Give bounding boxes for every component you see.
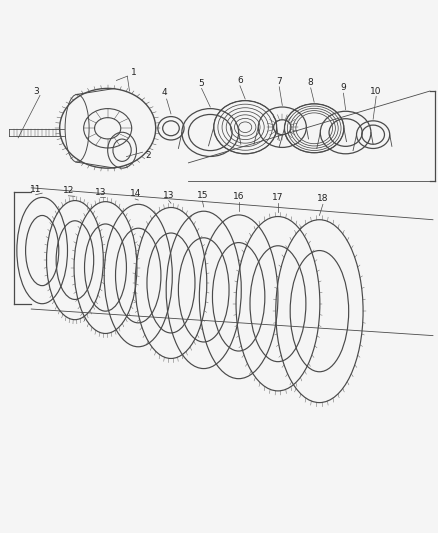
Text: 6: 6 xyxy=(237,76,243,85)
Text: 4: 4 xyxy=(162,88,167,97)
Text: 13: 13 xyxy=(163,191,174,200)
Text: 17: 17 xyxy=(272,193,284,203)
Text: 12: 12 xyxy=(63,186,74,195)
Text: 9: 9 xyxy=(341,83,346,92)
Text: 5: 5 xyxy=(199,78,205,87)
Text: 13: 13 xyxy=(95,188,106,197)
Text: 10: 10 xyxy=(371,86,382,95)
Text: 2: 2 xyxy=(145,151,151,160)
Text: 14: 14 xyxy=(130,189,141,198)
Text: 1: 1 xyxy=(131,68,137,77)
Text: 18: 18 xyxy=(317,195,328,204)
Text: 16: 16 xyxy=(233,192,244,201)
Text: 8: 8 xyxy=(308,78,314,87)
Text: 3: 3 xyxy=(34,86,39,95)
Text: 11: 11 xyxy=(30,185,41,194)
Text: 7: 7 xyxy=(276,77,282,86)
Text: 15: 15 xyxy=(197,191,208,200)
